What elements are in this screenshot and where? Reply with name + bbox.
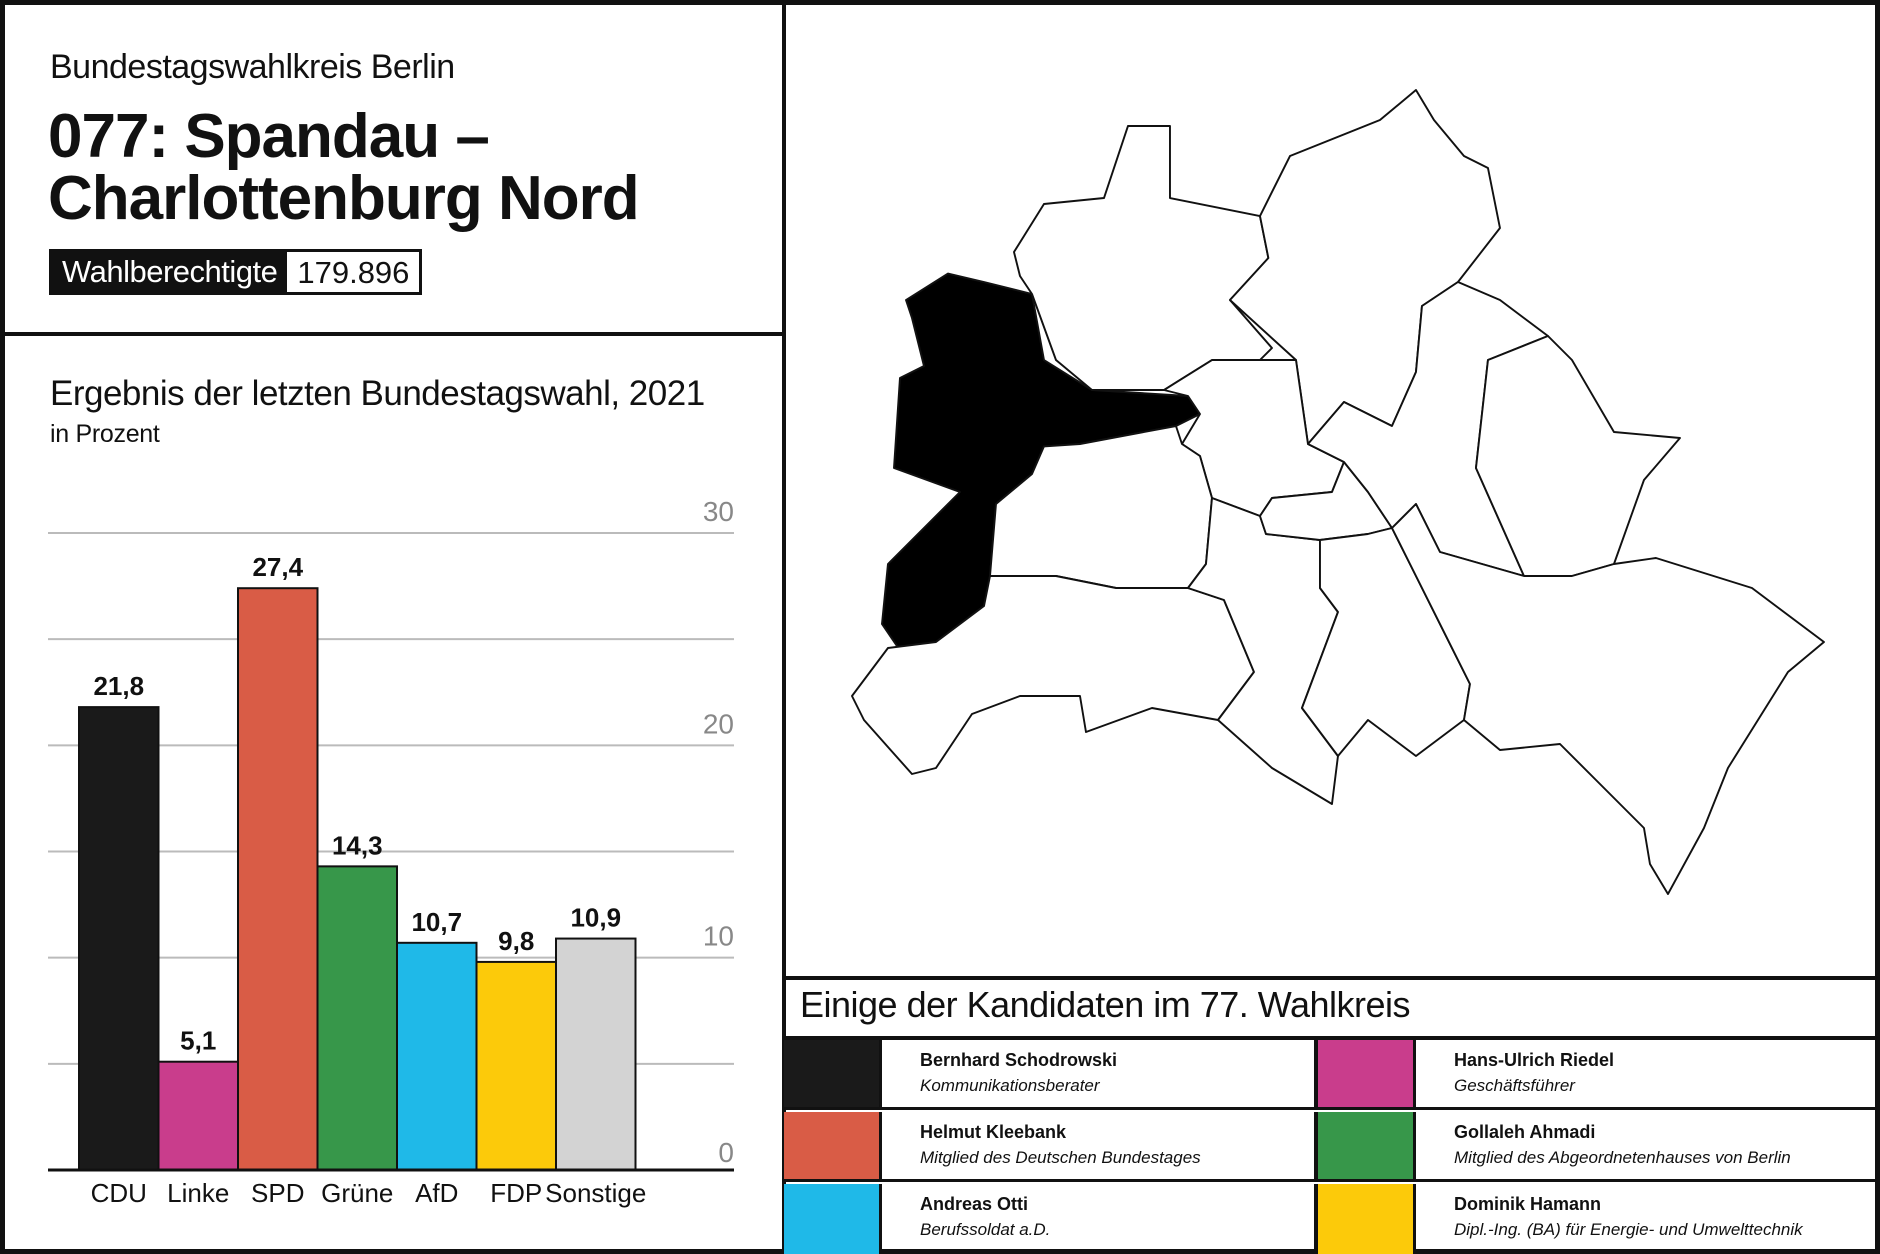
bar-grüne <box>316 865 398 1171</box>
data-label: 21,8 <box>93 671 144 701</box>
party-color-swatch <box>784 1112 882 1179</box>
candidate-row: Hans-Ulrich Riedel Geschäftsführer <box>1314 1040 1880 1110</box>
bar-linke <box>157 1060 239 1171</box>
candidate-role: Dipl.-Ing. (BA) für Energie- und Umweltt… <box>1454 1220 1803 1239</box>
x-tick-label: Sonstige <box>545 1178 646 1208</box>
region-subtitle: Bundestagswahlkreis Berlin <box>50 48 455 86</box>
data-label: 10,7 <box>411 907 462 937</box>
bar-chart: 0 10 20 30 21,8 CDU 5,1 Linke 27,4 SPD 14,3 Grüne 10… <box>48 496 734 1208</box>
party-color-swatch <box>1318 1040 1416 1107</box>
candidate-row: Gollaleh Ahmadi Mitglied des Abgeordnete… <box>1314 1112 1880 1182</box>
candidate-name: Dominik Hamann <box>1454 1194 1602 1214</box>
chart-title: Ergebnis der letzten Bundestagswahl, 202… <box>50 374 705 413</box>
bar-sonstige <box>555 937 637 1171</box>
y-tick-label: 20 <box>703 708 734 739</box>
candidate-role: Kommunikationsberater <box>920 1076 1100 1095</box>
x-tick-label: SPD <box>251 1178 304 1208</box>
candidate-name: Andreas Otti <box>920 1194 1029 1214</box>
x-tick-label: Grüne <box>321 1178 393 1208</box>
district-reinickendorf <box>1013 125 1273 391</box>
eligible-voters-badge: Wahlberechtigte 179.896 <box>49 249 423 295</box>
candidate-name: Hans-Ulrich Riedel <box>1454 1050 1615 1070</box>
data-label: 27,4 <box>252 552 303 582</box>
party-color-swatch <box>1318 1112 1416 1179</box>
candidate-row: Andreas Otti Berufssoldat a.D. <box>784 1184 1314 1254</box>
party-color-swatch <box>1318 1184 1416 1254</box>
candidate-role: Mitglied des Deutschen Bundestages <box>920 1148 1201 1167</box>
candidate-row: Bernhard Schodrowski Kommunikationsberat… <box>784 1040 1314 1110</box>
data-label: 9,8 <box>498 926 534 956</box>
title-line-1: 077: Spandau – <box>48 102 490 171</box>
chart-subtitle: in Prozent <box>50 420 160 448</box>
candidates-title: Einige der Kandidaten im 77. Wahlkreis <box>800 984 1411 1025</box>
candidate-role: Mitglied des Abgeordnetenhauses von Berl… <box>1454 1148 1791 1167</box>
candidate-name: Helmut Kleebank <box>920 1122 1067 1142</box>
x-tick-label: CDU <box>91 1178 147 1208</box>
candidate-name: Bernhard Schodrowski <box>920 1050 1118 1070</box>
page-title: 077: Spandau – Charlottenburg Nord <box>48 102 640 233</box>
divider <box>782 0 786 1254</box>
party-color-swatch <box>784 1184 882 1254</box>
divider <box>784 1036 1880 1040</box>
bar-cdu <box>78 706 160 1171</box>
eligible-label: Wahlberechtigte <box>52 252 288 292</box>
x-tick-label: AfD <box>415 1178 458 1208</box>
candidate-row: Helmut Kleebank Mitglied des Deutschen B… <box>784 1112 1314 1182</box>
divider <box>784 976 1880 980</box>
divider <box>0 332 784 336</box>
bar-afd <box>396 941 478 1172</box>
x-tick-label: Linke <box>167 1178 229 1208</box>
data-label: 14,3 <box>332 830 383 860</box>
candidate-role: Geschäftsführer <box>1454 1076 1575 1095</box>
data-label: 5,1 <box>180 1026 216 1056</box>
y-tick-label: 10 <box>703 921 734 952</box>
candidate-name: Gollaleh Ahmadi <box>1454 1122 1596 1142</box>
district-treptow <box>1391 503 1825 895</box>
candidate-role: Berufssoldat a.D. <box>920 1220 1051 1239</box>
party-color-swatch <box>784 1040 882 1107</box>
title-line-2: Charlottenburg Nord <box>48 164 640 233</box>
district-marzahn <box>1475 335 1681 577</box>
y-tick-label: 30 <box>703 496 734 527</box>
data-label: 10,9 <box>570 903 621 933</box>
eligible-value: 179.896 <box>287 252 420 292</box>
candidate-row: Dominik Hamann Dipl.-Ing. (BA) für Energ… <box>1314 1184 1880 1254</box>
x-tick-label: FDP <box>490 1178 542 1208</box>
y-tick-label: 0 <box>718 1137 734 1168</box>
